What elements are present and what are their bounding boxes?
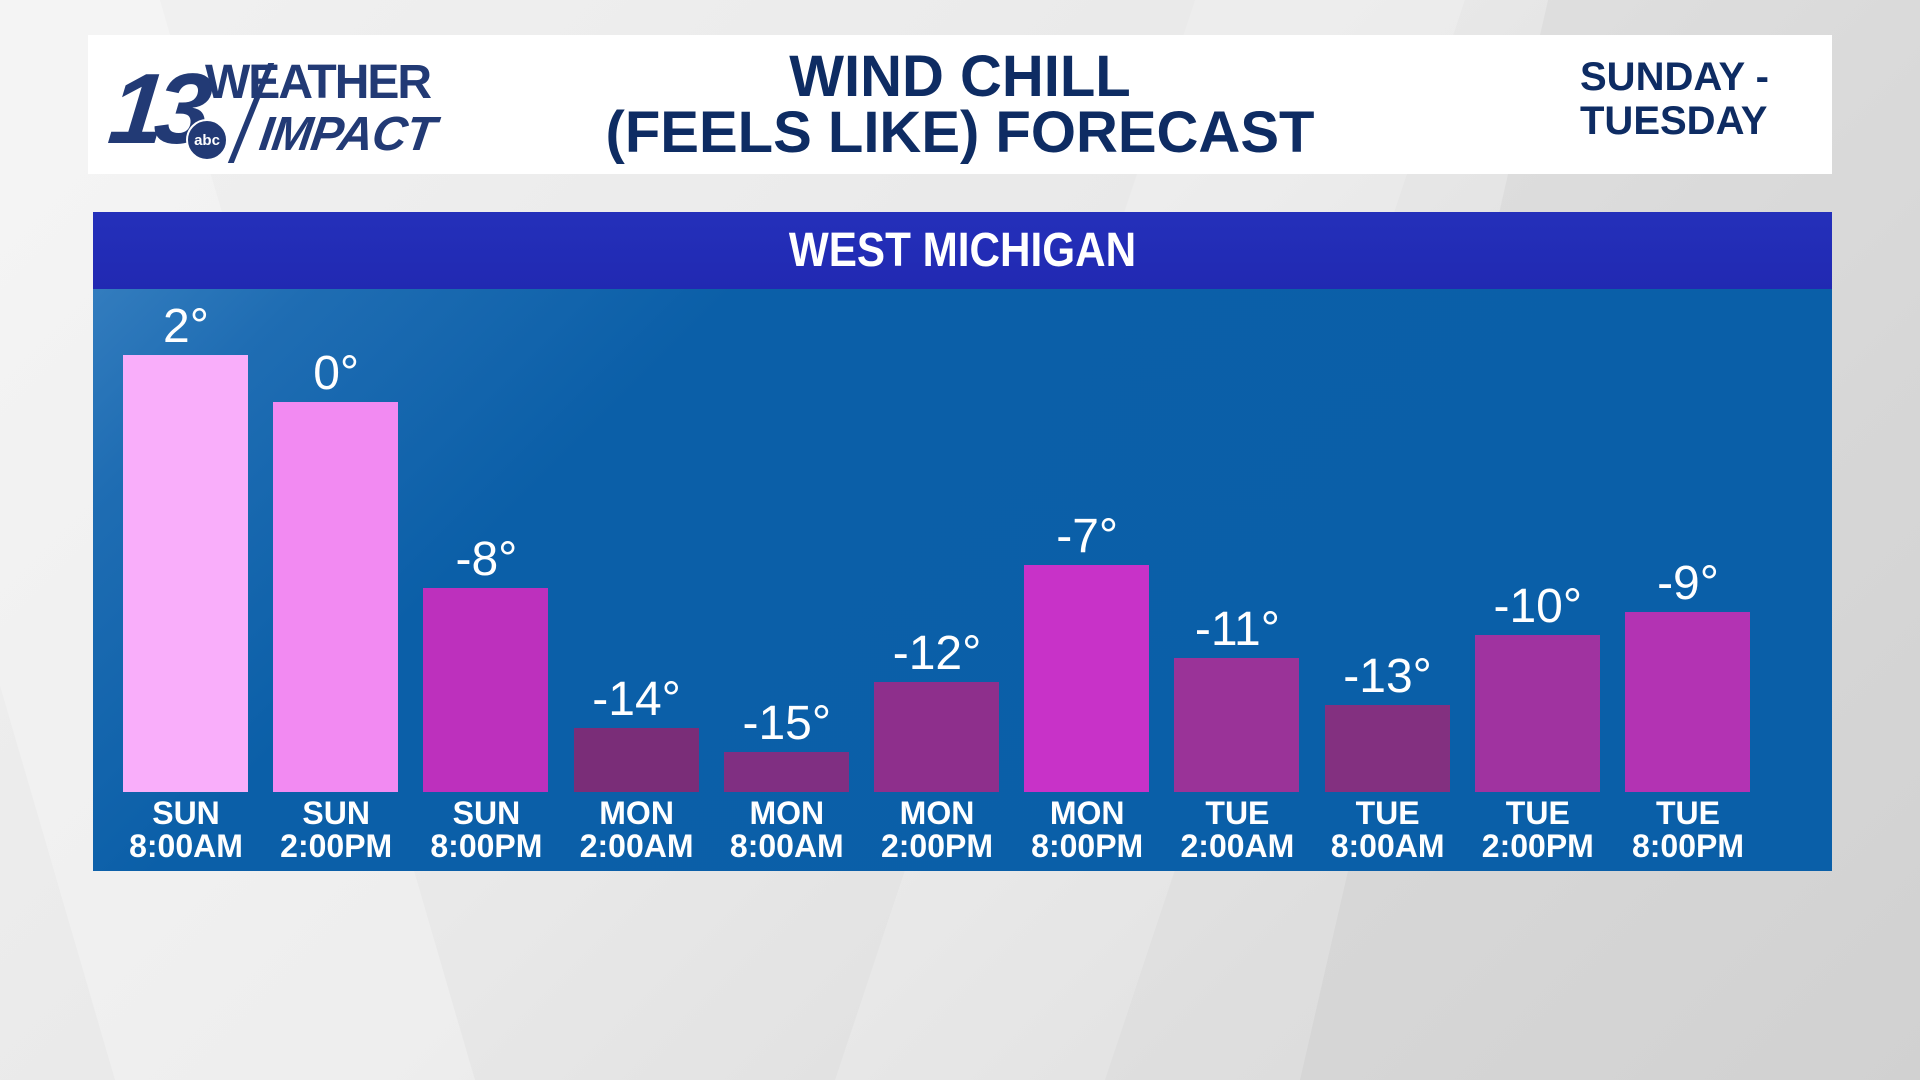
date-range: SUNDAY - TUESDAY	[1580, 55, 1810, 143]
bar-value-label: -9°	[1657, 556, 1719, 610]
bar	[123, 355, 248, 792]
region-band: WEST MICHIGAN	[93, 212, 1832, 289]
bar-value-label: -13°	[1343, 649, 1432, 703]
header-bar: 13 WEATHER IMPACT abc WIND CHILL (FEELS …	[88, 35, 1832, 174]
station-logo: 13 WEATHER IMPACT abc	[104, 53, 510, 165]
bar	[874, 681, 999, 792]
bar	[273, 402, 399, 792]
page-title: WIND CHILL (FEELS LIKE) FORECAST	[88, 44, 1832, 165]
bar-value-label: -11°	[1194, 603, 1280, 657]
bar-day-label: TUE	[1656, 795, 1720, 831]
bar	[1625, 611, 1750, 792]
region-title: WEST MICHIGAN	[788, 224, 1137, 277]
bar-value-label: 0°	[313, 347, 360, 400]
bar	[1324, 704, 1450, 792]
bar-value-label: 2°	[163, 300, 209, 354]
bar	[723, 751, 849, 792]
bar	[1174, 658, 1300, 792]
bar-day-label: TUE	[1505, 795, 1570, 831]
bar-value-label: -14°	[592, 673, 681, 727]
bar-day-label: SUN	[152, 795, 220, 831]
bar-day-label: MON	[749, 795, 825, 831]
date-range-line-1: SUNDAY -	[1580, 55, 1769, 99]
bar	[573, 728, 699, 792]
bar-time-label: 8:00PM	[1631, 828, 1745, 864]
bar	[1474, 635, 1600, 792]
bar-time-label: 8:00AM	[1330, 828, 1445, 864]
abc-network-icon: abc	[186, 119, 228, 161]
bar-time-label: 2:00PM	[280, 828, 393, 864]
bar-time-label: 8:00PM	[430, 828, 543, 864]
bar-day-label: MON	[599, 795, 674, 831]
bar-day-label: MON	[1049, 795, 1125, 831]
bar-time-label: 8:00PM	[1031, 828, 1144, 864]
bar-time-label: 2:00AM	[579, 828, 694, 864]
date-range-line-2: TUESDAY	[1580, 99, 1768, 143]
title-line-2: (FEELS LIKE) FORECAST	[605, 100, 1315, 165]
bar-value-label: -7°	[1056, 510, 1119, 564]
bar-day-label: SUN	[452, 795, 521, 831]
logo-weather-text: WEATHER	[205, 56, 432, 109]
bar-day-label: MON	[899, 795, 975, 831]
title-line-1: WIND CHILL	[789, 44, 1131, 109]
bar-value-label: -15°	[742, 696, 832, 750]
bar-value-label: -8°	[455, 533, 518, 587]
bar-day-label: SUN	[302, 795, 370, 831]
bar	[1024, 565, 1150, 792]
bar-time-label: 8:00AM	[729, 828, 844, 864]
bar-time-label: 2:00PM	[1481, 828, 1594, 864]
chart-panel: WEST MICHIGAN 2° SUN 8:00AM 0° SUN 2:00PM -8° S…	[93, 212, 1832, 871]
bar-value-label: -10°	[1493, 580, 1583, 633]
bar-time-label: 2:00AM	[1180, 828, 1295, 864]
bar-time-label: 8:00AM	[129, 828, 243, 864]
bar-value-label: -12°	[892, 626, 982, 680]
bar-time-label: 2:00PM	[880, 828, 994, 864]
bar-day-label: TUE	[1355, 795, 1420, 831]
bar-day-label: TUE	[1205, 795, 1270, 831]
bar	[423, 588, 549, 792]
bar-chart: 2° SUN 8:00AM 0° SUN 2:00PM -8° SUN 8:00PM -14° MO…	[93, 212, 1832, 871]
